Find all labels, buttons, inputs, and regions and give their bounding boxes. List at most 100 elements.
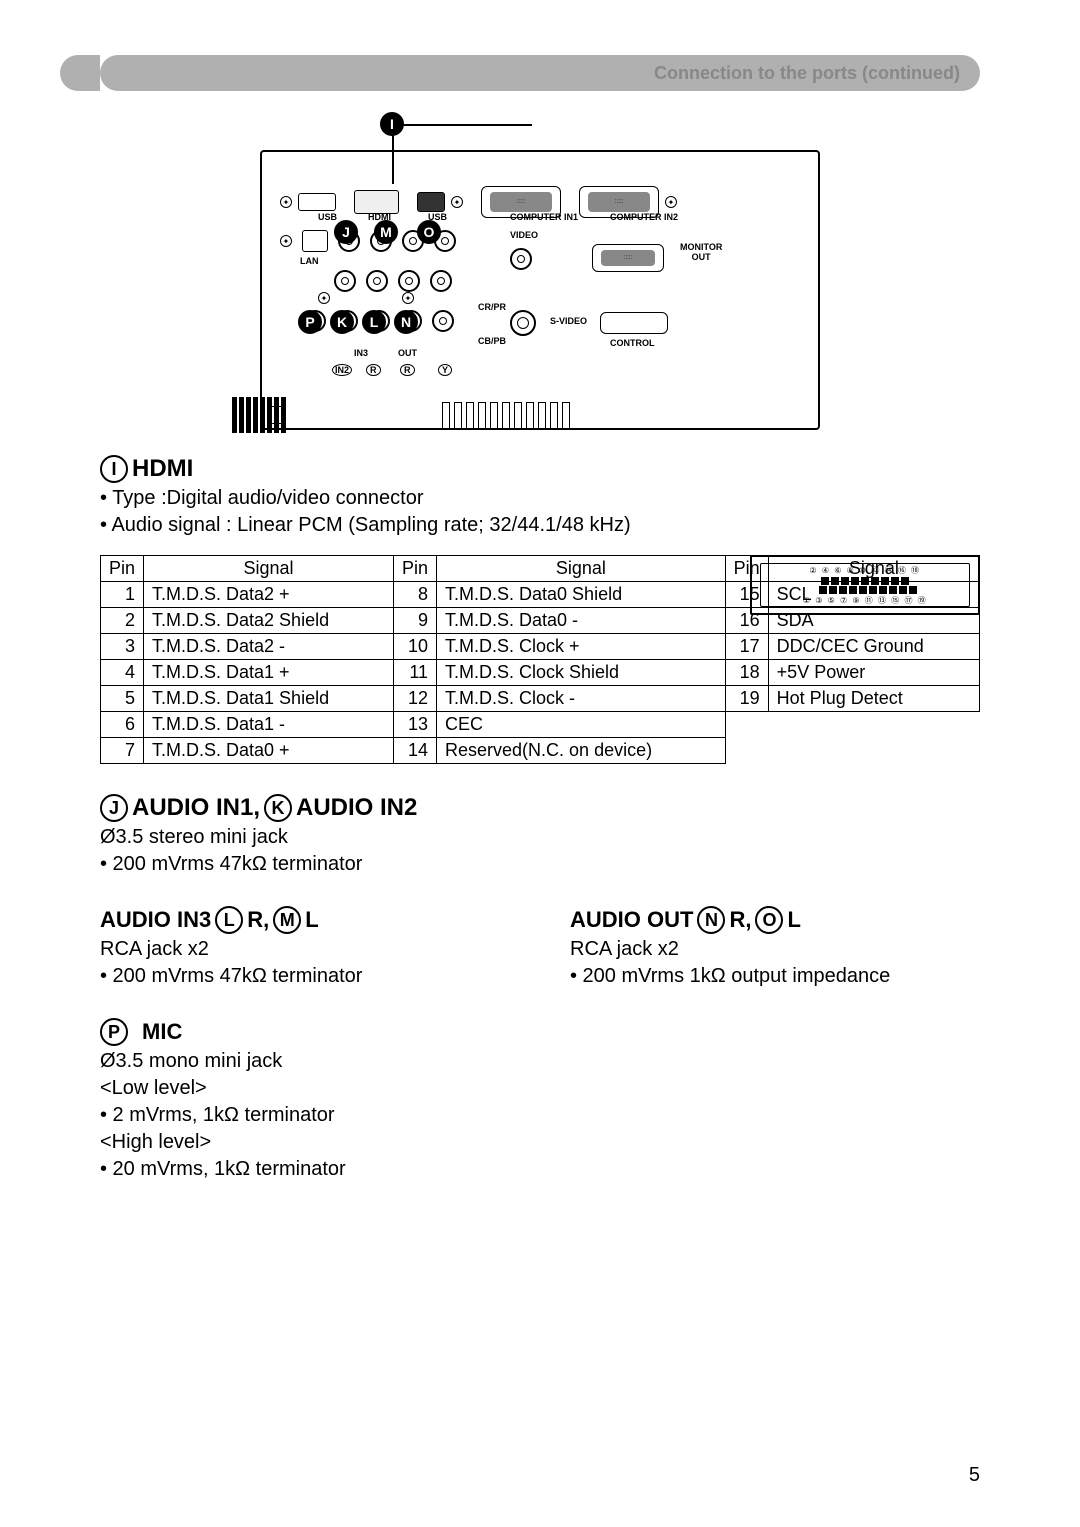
pin-cell: 3 [101,634,144,660]
pin-cell: 19 [725,686,768,712]
hdmi-pins-bottom [819,586,917,594]
pin-cell: 9 [394,608,437,634]
audio-out-l: L [787,907,800,933]
signal-cell: T.M.D.S. Data0 Shield [437,582,726,608]
signal-cell: T.M.D.S. Data2 - [144,634,394,660]
signal-cell: T.M.D.S. Data2 + [144,582,394,608]
hdmi-port [354,190,399,214]
audio-in1-text: AUDIO IN1, [132,794,260,822]
vent-grille [442,402,622,428]
hdmi-heading-text: HDMI [132,455,193,483]
label-in2: IN2 [332,364,352,376]
signal-cell: DDC/CEC Ground [768,634,979,660]
pin-cell: 1 [101,582,144,608]
screw-icon: ✦ [318,292,330,304]
svideo-port [510,310,536,336]
connector-diagram-wrap: I ✦ ✦ ::::: ::::: ✦ USB HDMI USB COMPUTE… [100,150,980,430]
hdmi-heading: I HDMI [100,455,980,483]
hdmi-nums-top: ② ④ ⑥ ⑧ ⑩ ⑫ ⑭ ⑯ ⑱ [809,565,920,576]
audio-in3-l: L [305,907,318,933]
pin-cell: 14 [394,738,437,764]
signal-cell: T.M.D.S. Data1 Shield [144,686,394,712]
letter-m-circle: M [273,906,301,934]
left-column: AUDIO IN3 L R, M L RCA jack x2 • 200 mVr… [100,906,510,1181]
label-svideo: S-VIDEO [550,316,587,326]
signal-cell: T.M.D.S. Data1 - [144,712,394,738]
header-band: Connection to the ports (continued) [100,55,980,91]
callout-m: M [374,220,398,244]
label-y: Y [438,364,452,376]
control-port [600,312,668,334]
lan-port [302,230,328,252]
signal-cell: Reserved(N.C. on device) [437,738,726,764]
pin-cell: 2 [101,608,144,634]
rca-row3-3 [398,270,420,292]
table-row: 7T.M.D.S. Data0 +14Reserved(N.C. on devi… [101,738,980,764]
hdmi-connector-diagram: ② ④ ⑥ ⑧ ⑩ ⑫ ⑭ ⑯ ⑱ ① ③ ⑤ ⑦ ⑨ ⑪ ⑬ ⑮ ⑰ ⑲ [750,555,980,615]
mic-heading: P MIC [100,1018,510,1046]
letter-p-circle: P [100,1018,128,1046]
pin-cell: 11 [394,660,437,686]
screw-icon: ✦ [451,196,463,208]
audio-in3-heading: AUDIO IN3 L R, M L [100,906,510,934]
signal-cell: T.M.D.S. Clock Shield [437,660,726,686]
connector-panel-diagram: I ✦ ✦ ::::: ::::: ✦ USB HDMI USB COMPUTE… [260,150,820,430]
hdmi-nums-bottom: ① ③ ⑤ ⑦ ⑨ ⑪ ⑬ ⑮ ⑰ ⑲ [803,595,927,606]
pin-cell: 7 [101,738,144,764]
pin-cell: 17 [725,634,768,660]
rca-row3-1 [334,270,356,292]
screw-icon: ✦ [280,235,292,247]
right-column: AUDIO OUT N R, O L RCA jack x2 • 200 mVr… [570,906,980,1181]
signal-cell: +5V Power [768,660,979,686]
video-rca [510,248,532,270]
pin-cell: 6 [101,712,144,738]
hdmi-spec-2: • Audio signal : Linear PCM (Sampling ra… [100,514,980,537]
pin-cell: 8 [394,582,437,608]
letter-l-circle: L [215,906,243,934]
signal-cell: T.M.D.S. Data0 + [144,738,394,764]
hdmi-pins-top [821,577,909,585]
table-row: 4T.M.D.S. Data1 +11T.M.D.S. Clock Shield… [101,660,980,686]
screw-icon: ✦ [280,196,292,208]
signal-cell: T.M.D.S. Data0 - [437,608,726,634]
diagram-row3 [334,270,452,292]
mic-spec3: • 2 mVrms, 1kΩ terminator [100,1104,510,1127]
audio-out-heading: AUDIO OUT N R, O L [570,906,980,934]
signal-cell: T.M.D.S. Data2 Shield [144,608,394,634]
label-control: CONTROL [610,338,655,348]
vga-monitor-out: ::::: [592,244,664,272]
audio-in3-spec1: RCA jack x2 [100,938,510,961]
two-column-section: AUDIO IN3 L R, M L RCA jack x2 • 200 mVr… [100,906,980,1181]
audio-in12-heading: J AUDIO IN1, K AUDIO IN2 [100,794,980,822]
signal-cell: T.M.D.S. Clock + [437,634,726,660]
callout-hline [392,124,532,126]
label-crpr: CR/PR [478,302,506,312]
callout-k: K [330,310,354,334]
audio-in3-spec2: • 200 mVrms 47kΩ terminator [100,965,510,988]
signal-cell: T.M.D.S. Data1 + [144,660,394,686]
label-r: R [366,364,381,376]
letter-k-circle: K [264,794,292,822]
th-pin: Pin [394,556,437,582]
audio-out-r: R, [729,907,751,933]
audio-in3-text: AUDIO IN3 [100,907,211,933]
screw-icon: ✦ [665,196,677,208]
pin-cell: 4 [101,660,144,686]
label-lan: LAN [300,256,319,266]
audio-in12-spec2: • 200 mVrms 47kΩ terminator [100,853,980,876]
mic-spec1: Ø3.5 mono mini jack [100,1050,510,1073]
label-in3: IN3 [354,348,368,358]
letter-n-circle: N [697,906,725,934]
callout-p: P [298,310,322,334]
audio-in3-r: R, [247,907,269,933]
pin-cell: 18 [725,660,768,686]
pin-cell: 13 [394,712,437,738]
letter-o-circle: O [755,906,783,934]
page-number: 5 [969,1464,980,1487]
label-cbpb: CB/PB [478,336,506,346]
callout-o: O [417,220,441,244]
mic-text: MIC [142,1019,182,1045]
callout-i: I [380,112,404,136]
th-signal: Signal [437,556,726,582]
audio-in2-text: AUDIO IN2 [296,794,417,822]
